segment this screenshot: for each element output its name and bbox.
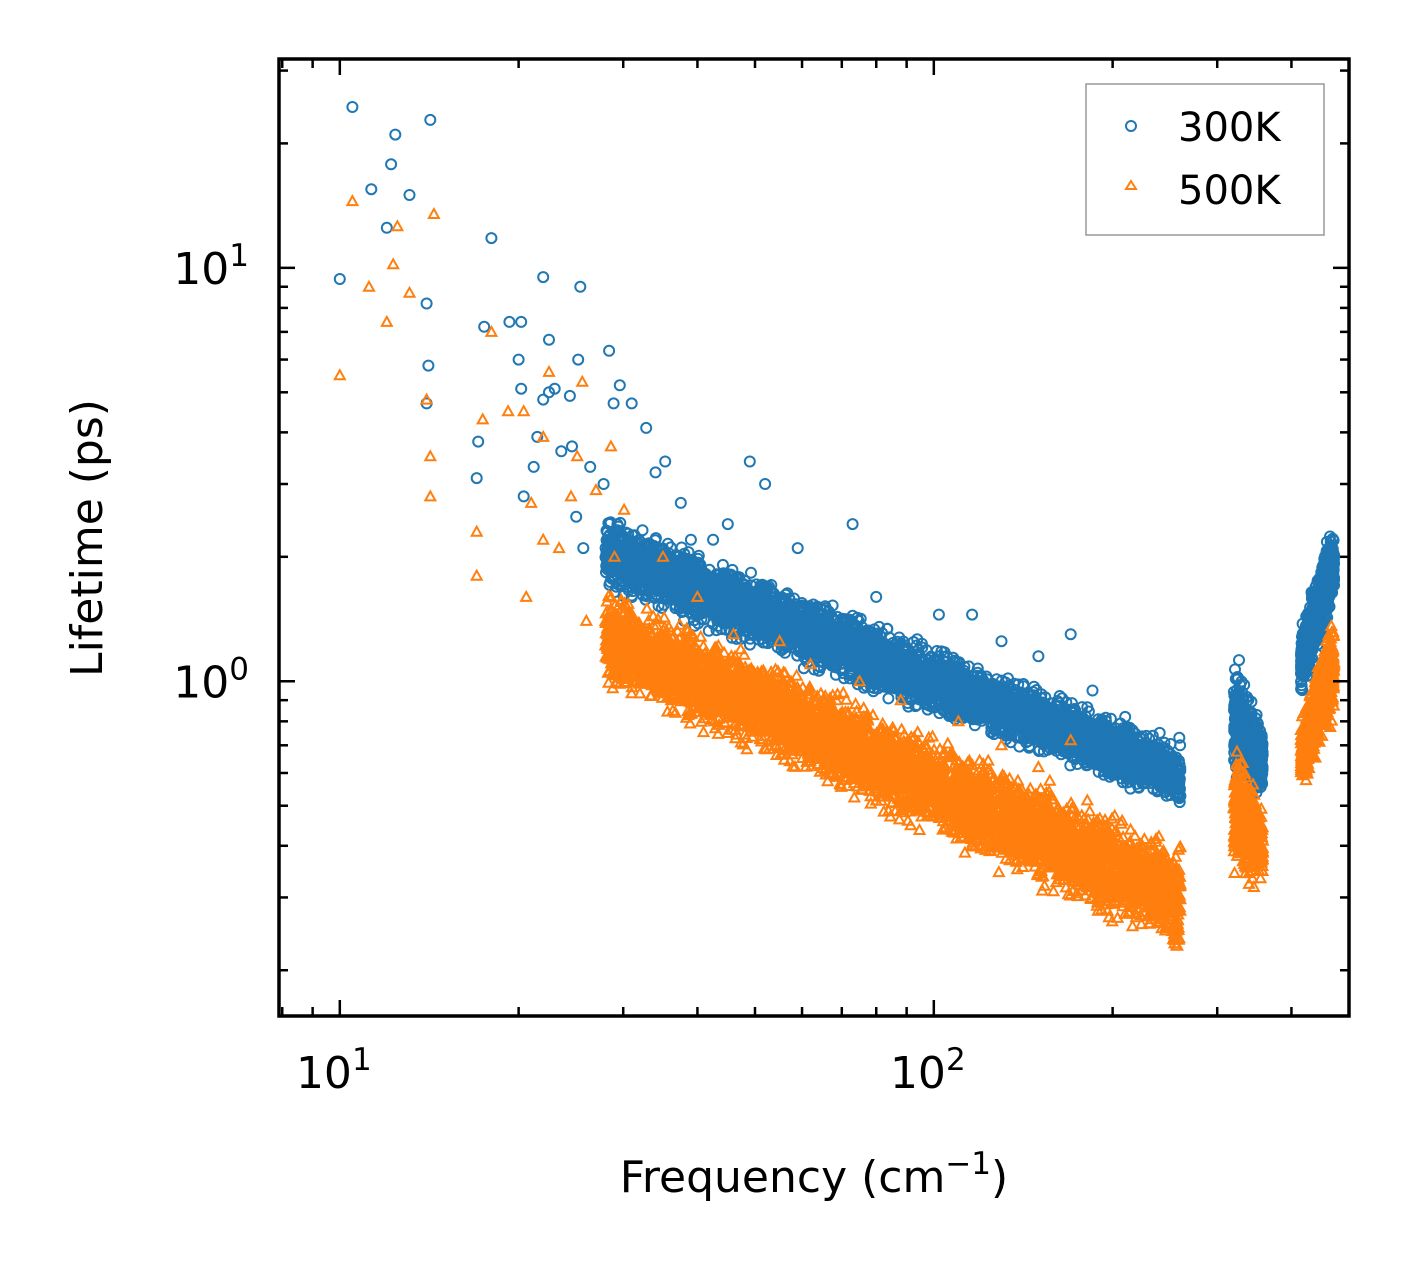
- point-300k-band: [882, 692, 895, 705]
- point-300k-band: [745, 566, 757, 579]
- point-300k-band: [971, 662, 984, 675]
- point-300k-band: [743, 638, 756, 651]
- scatter-points: [333, 101, 1341, 951]
